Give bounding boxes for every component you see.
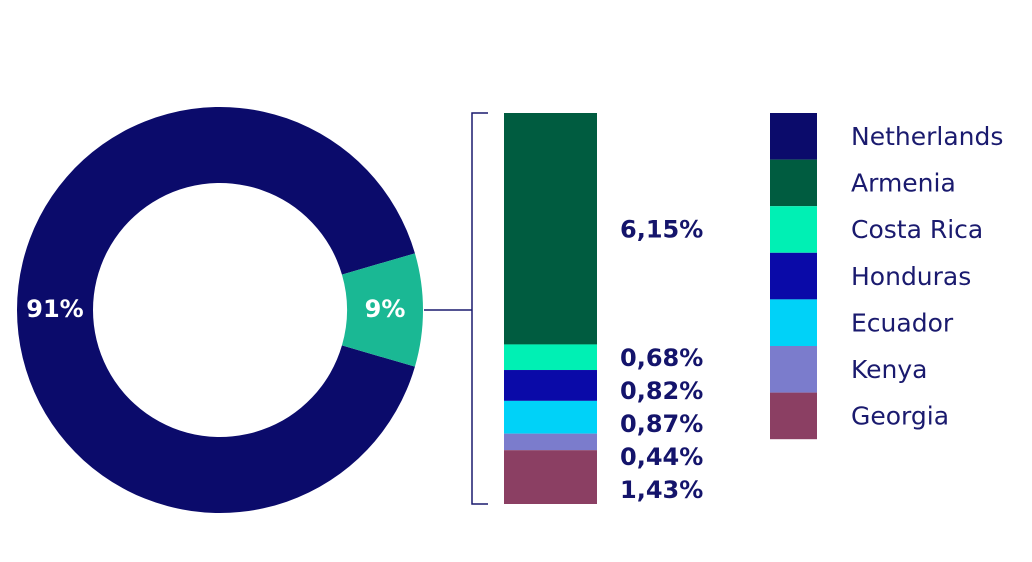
- legend-swatch: [770, 159, 817, 207]
- slice-label: 9%: [365, 295, 406, 323]
- legend-label: Georgia: [851, 402, 949, 431]
- legend-label: Kenya: [851, 355, 928, 384]
- legend-swatch: [770, 346, 817, 393]
- bracket: [471, 112, 488, 505]
- legend-swatch: [770, 299, 817, 346]
- legend-swatch: [770, 206, 817, 253]
- bar-segment: [504, 400, 597, 434]
- legend-label: Honduras: [851, 262, 971, 291]
- bar-segment: [504, 433, 597, 451]
- value-label: 0,44%: [620, 443, 703, 471]
- slice-label: 91%: [26, 295, 83, 323]
- value-label: 0,87%: [620, 410, 703, 438]
- legend-swatch: [770, 113, 817, 160]
- value-label: 1,43%: [620, 476, 703, 504]
- donut-slice: [16, 106, 415, 513]
- bar-segment: [504, 113, 597, 345]
- legend-label: Armenia: [851, 169, 956, 198]
- bar-segment: [504, 370, 597, 401]
- bar-segment: [504, 450, 597, 504]
- donut-slice: [341, 253, 423, 367]
- bar-segment: [504, 344, 597, 371]
- legend-label: Netherlands: [851, 122, 1003, 151]
- value-label: 0,82%: [620, 377, 703, 405]
- legend-swatch: [770, 252, 817, 300]
- legend-swatch: [770, 392, 817, 440]
- value-label: 6,15%: [620, 216, 703, 244]
- value-label: 0,68%: [620, 344, 703, 372]
- legend-label: Costa Rica: [851, 215, 983, 244]
- legend-label: Ecuador: [851, 308, 954, 337]
